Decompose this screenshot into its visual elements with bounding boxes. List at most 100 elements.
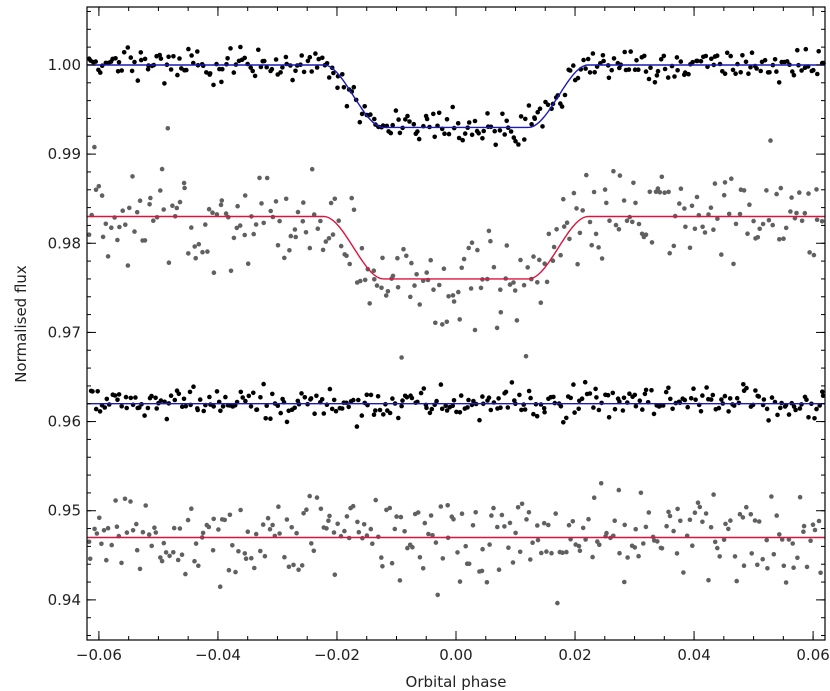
data-point	[153, 530, 159, 535]
data-point	[154, 215, 160, 220]
data-point	[172, 397, 178, 403]
data-point	[287, 248, 292, 253]
data-point	[346, 404, 352, 410]
data-point	[158, 398, 164, 403]
data-point	[604, 200, 609, 206]
data-point	[135, 78, 141, 83]
data-point	[396, 117, 401, 122]
data-point	[503, 389, 509, 395]
data-point	[506, 545, 511, 550]
data-point	[427, 410, 433, 416]
data-point	[498, 405, 503, 411]
data-point	[384, 507, 389, 513]
data-point	[124, 530, 130, 535]
data-point	[797, 190, 802, 195]
data-point	[106, 402, 112, 407]
data-point	[341, 85, 347, 90]
data-point	[186, 251, 191, 256]
data-point	[262, 553, 268, 559]
data-point	[815, 71, 820, 77]
data-point	[201, 408, 206, 414]
data-point	[572, 410, 577, 415]
data-point	[441, 266, 447, 272]
data-point	[564, 220, 570, 225]
data-point	[261, 220, 267, 226]
data-point	[466, 397, 471, 403]
data-point	[151, 218, 156, 223]
data-point	[314, 393, 319, 399]
data-point	[342, 528, 347, 534]
data-point	[137, 566, 143, 572]
data-point	[517, 549, 523, 555]
data-point	[206, 206, 212, 212]
data-point	[685, 404, 690, 410]
data-point	[422, 520, 428, 526]
data-point	[119, 404, 124, 409]
data-point	[275, 403, 281, 409]
data-point	[359, 413, 365, 418]
data-point	[510, 560, 516, 565]
data-point	[314, 495, 320, 500]
data-point	[364, 392, 370, 398]
data-point	[666, 509, 671, 515]
data-point	[535, 537, 541, 543]
data-point	[282, 255, 287, 261]
data-point	[450, 293, 456, 298]
data-point	[132, 59, 137, 65]
data-point	[564, 415, 569, 421]
data-point	[484, 580, 490, 585]
data-point	[392, 526, 398, 532]
data-point	[646, 510, 652, 515]
data-point	[535, 109, 540, 115]
data-point	[446, 131, 452, 137]
data-point	[418, 390, 424, 396]
data-point	[445, 503, 451, 508]
data-point	[433, 320, 438, 326]
data-point	[663, 389, 669, 395]
data-point	[410, 545, 415, 550]
data-point	[737, 211, 743, 217]
data-point	[373, 408, 378, 413]
data-point	[92, 526, 97, 532]
data-point	[138, 57, 144, 63]
data-point	[109, 542, 114, 548]
data-point	[480, 394, 485, 399]
data-point	[735, 61, 740, 67]
data-point	[148, 195, 153, 201]
data-point	[500, 111, 505, 117]
data-point	[372, 116, 377, 122]
data-point	[594, 395, 599, 400]
data-point	[103, 221, 109, 227]
data-point	[666, 385, 671, 391]
data-point	[606, 415, 612, 420]
data-point	[395, 285, 401, 290]
data-point	[511, 135, 517, 140]
data-point	[87, 556, 93, 562]
data-point	[282, 554, 287, 560]
data-point	[362, 104, 368, 109]
data-point	[237, 223, 243, 228]
data-point	[523, 353, 529, 359]
data-point	[409, 395, 415, 401]
data-point	[428, 513, 434, 518]
data-point	[770, 222, 775, 228]
data-point	[90, 389, 95, 394]
data-point	[731, 261, 736, 267]
data-point	[132, 229, 137, 234]
data-point	[794, 210, 799, 216]
data-point	[622, 49, 627, 55]
data-point	[196, 563, 201, 569]
data-point	[373, 497, 379, 503]
data-point	[583, 537, 588, 542]
data-point	[697, 504, 703, 510]
data-point	[722, 71, 728, 76]
data-point	[706, 212, 711, 217]
data-point	[399, 355, 404, 360]
data-point	[472, 118, 478, 124]
data-point	[678, 59, 684, 64]
data-point	[457, 410, 463, 415]
data-point	[301, 511, 306, 516]
data-point	[431, 287, 436, 293]
model-line-2	[87, 215, 825, 280]
data-point	[643, 232, 649, 237]
